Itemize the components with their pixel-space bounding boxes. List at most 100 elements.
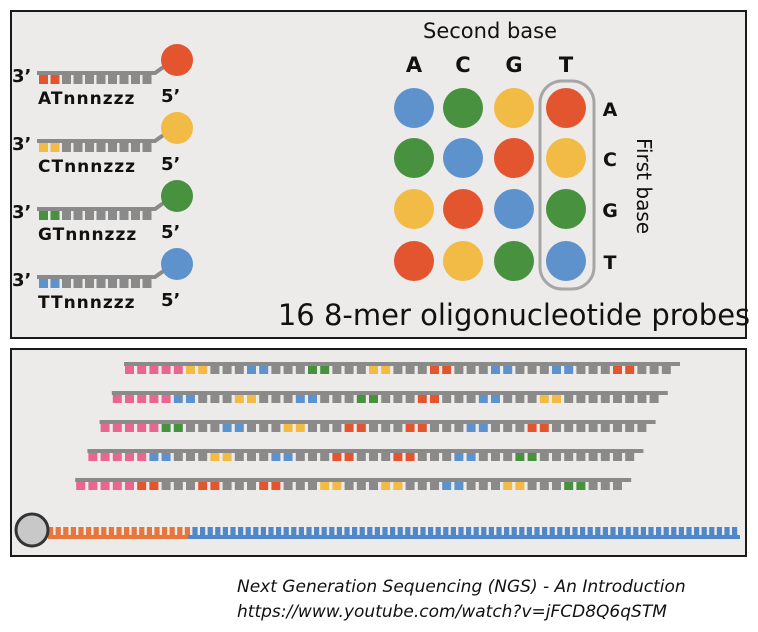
- ligated-base-C: [234, 395, 244, 403]
- probe-dot-C: [443, 241, 483, 281]
- ligated-base-T: [234, 424, 244, 432]
- probe-base: [539, 366, 549, 374]
- probe-backbone: [37, 207, 156, 211]
- probe-base: [186, 482, 195, 490]
- probe-base-G: [39, 211, 48, 220]
- probe-base: [344, 482, 354, 490]
- ligated-base-A: [393, 453, 403, 461]
- template-base: [671, 527, 677, 535]
- template-base: [473, 527, 479, 535]
- probe-base: [62, 75, 71, 84]
- template-base: [580, 527, 586, 535]
- probe-base: [85, 143, 94, 152]
- probe-base: [96, 143, 106, 152]
- probe-base: [430, 453, 439, 461]
- ligated-base-A: [137, 482, 147, 490]
- ligated-base-A: [332, 453, 342, 461]
- probe-base: [73, 75, 83, 84]
- adapter-base: [55, 527, 61, 535]
- probe-base: [142, 75, 152, 84]
- ligated-base-A: [198, 482, 208, 490]
- template-base: [336, 527, 342, 535]
- ligated-base-C: [320, 482, 330, 490]
- probe-dot-C: [494, 88, 534, 128]
- second-base-title: Second base: [423, 19, 557, 43]
- probe-base: [649, 366, 659, 374]
- primer-base: [100, 453, 110, 461]
- probe-base: [119, 143, 129, 152]
- probe-base: [576, 395, 586, 403]
- probe-base: [173, 482, 183, 490]
- ligated-base-T: [271, 453, 281, 461]
- probe-dot-T: [394, 88, 434, 128]
- probe-base: [271, 366, 281, 374]
- five-prime-label: 5’: [161, 86, 180, 107]
- primer-base: [125, 453, 134, 461]
- ligated-base-A: [625, 366, 635, 374]
- primer-base: [125, 424, 134, 432]
- ligated-base-T: [491, 395, 500, 403]
- primer-base: [149, 395, 159, 403]
- dye-circle-G: [161, 180, 193, 212]
- probe-base: [131, 211, 140, 220]
- probe-base: [283, 482, 293, 490]
- probe-base: [381, 424, 391, 432]
- round-backbone: [111, 391, 668, 395]
- template-base: [443, 527, 449, 535]
- probe-backbone: [37, 139, 156, 143]
- ligated-base-T: [247, 366, 256, 374]
- probe-base: [320, 424, 330, 432]
- ligated-base-A: [271, 482, 281, 490]
- probe-dot-C: [546, 138, 586, 178]
- template-base: [587, 527, 593, 535]
- template-base: [428, 527, 434, 535]
- probe-base: [222, 366, 232, 374]
- template-base: [306, 527, 312, 535]
- ligated-base-T: [149, 453, 159, 461]
- probe-base: [222, 395, 232, 403]
- probe-base: [108, 75, 117, 84]
- adapter-base: [154, 527, 160, 535]
- probe-base: [588, 424, 598, 432]
- probe-base: [62, 211, 71, 220]
- probe-base: [503, 424, 513, 432]
- probe-base: [637, 395, 647, 403]
- template-base: [709, 527, 715, 535]
- template-base: [397, 527, 403, 535]
- second-base-C: C: [455, 53, 470, 77]
- ligated-base-A: [405, 424, 415, 432]
- probe-base: [503, 395, 513, 403]
- probe-base: [600, 395, 610, 403]
- primer-base: [112, 424, 122, 432]
- template-base: [245, 527, 251, 535]
- template-base: [298, 527, 304, 535]
- ligated-base-C: [210, 453, 220, 461]
- probe-base: [142, 211, 152, 220]
- probe-base: [515, 366, 525, 374]
- probe-base: [625, 453, 635, 461]
- primer-base: [88, 482, 98, 490]
- probe-base: [295, 366, 305, 374]
- template-base: [291, 527, 297, 535]
- probe-base: [198, 453, 208, 461]
- ligated-base-T: [283, 453, 293, 461]
- probe-base-C: [39, 143, 48, 152]
- adapter-backbone: [48, 535, 188, 539]
- template-base: [314, 527, 320, 535]
- adapter-base: [86, 527, 92, 535]
- probe-base: [295, 482, 305, 490]
- template-base: [260, 527, 266, 535]
- probe-sequence: ATnnnzzz: [38, 89, 135, 109]
- first-base-G: G: [602, 200, 618, 222]
- template-base: [321, 527, 327, 535]
- probe-base: [73, 211, 83, 220]
- ligated-base-G: [173, 424, 183, 432]
- primer-base: [76, 482, 86, 490]
- round-backbone: [124, 362, 680, 366]
- template-base: [344, 527, 350, 535]
- ligated-base-A: [539, 424, 549, 432]
- adapter-base: [169, 527, 175, 535]
- probe-base: [613, 424, 622, 432]
